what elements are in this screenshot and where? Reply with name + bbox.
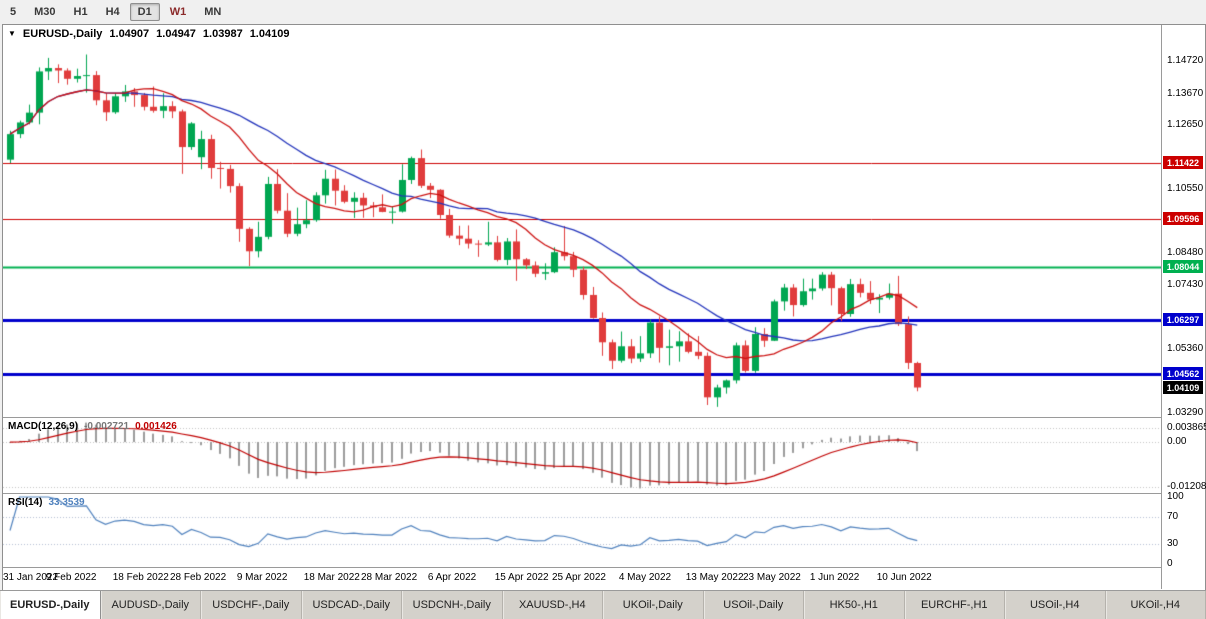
date-tick-label: 28 Mar 2022 [361, 572, 417, 583]
macd-axis-label: 0.003865 [1167, 422, 1206, 433]
symbol-tab-usoil-daily[interactable]: USOil-,Daily [704, 591, 805, 619]
price-axis[interactable]: 1.14720 1.13670 1.12650 1.10550 1.08480 1.074… [1161, 25, 1204, 589]
rsi-axis-label: 30 [1167, 538, 1178, 549]
symbol-tab-ukoil-daily[interactable]: UKOil-,Daily [603, 591, 704, 619]
price-tick-label: 1.08480 [1167, 247, 1203, 258]
rsi-axis-label: 70 [1167, 511, 1178, 522]
rsi-value: 33.3539 [48, 497, 84, 508]
date-tick-label: 13 May 2022 [686, 572, 744, 583]
chart-title: ▼ EURUSD-,Daily 1.04907 1.04947 1.03987 … [8, 28, 289, 40]
timeframe-button-m30[interactable]: M30 [26, 3, 63, 21]
timeframe-button-d1[interactable]: D1 [130, 3, 160, 21]
macd-axis-label: 0.00 [1167, 436, 1186, 447]
timeframe-button-h1[interactable]: H1 [66, 3, 96, 21]
date-tick-label: 6 Apr 2022 [428, 572, 476, 583]
symbol-tab-eurusd-daily[interactable]: EURUSD-,Daily [0, 591, 101, 619]
current-price-badge: 1.04109 [1163, 381, 1203, 394]
macd-label: MACD(12,26,9) -0.002721 0.001426 [8, 421, 177, 432]
symbol-tab-hk50-h1[interactable]: HK50-,H1 [804, 591, 905, 619]
date-tick-label: 18 Mar 2022 [304, 572, 360, 583]
symbol-tab-usdcad-daily[interactable]: USDCAD-,Daily [302, 591, 403, 619]
ohlc-high: 1.04947 [156, 28, 196, 40]
rsi-canvas[interactable] [3, 494, 1161, 567]
date-tick-label: 28 Feb 2022 [170, 572, 226, 583]
timeframe-button-5[interactable]: 5 [2, 3, 24, 21]
price-tick-label: 1.07430 [1167, 279, 1203, 290]
chart-menu-icon[interactable]: ▼ [8, 30, 16, 38]
rsi-axis-label: 0 [1167, 558, 1173, 569]
price-tick-label: 1.13670 [1167, 88, 1203, 99]
ohlc-open: 1.04907 [109, 28, 149, 40]
rsi-label: RSI(14) 33.3539 [8, 497, 85, 508]
timeframe-button-h4[interactable]: H4 [98, 3, 128, 21]
price-level-badge: 1.06297 [1163, 313, 1203, 326]
date-tick-label: 25 Apr 2022 [552, 572, 606, 583]
symbol-tab-usdchf-daily[interactable]: USDCHF-,Daily [201, 591, 302, 619]
price-tick-label: 1.12650 [1167, 119, 1203, 130]
chart-symbol-period: EURUSD-,Daily [23, 28, 102, 40]
symbol-tab-usdcnh-daily[interactable]: USDCNH-,Daily [402, 591, 503, 619]
price-level-badge: 1.09596 [1163, 212, 1203, 225]
date-tick-label: 23 May 2022 [743, 572, 801, 583]
main-chart-canvas[interactable] [3, 25, 1161, 417]
date-tick-label: 10 Jun 2022 [877, 572, 932, 583]
symbol-tab-eurchf-h1[interactable]: EURCHF-,H1 [905, 591, 1006, 619]
rsi-axis-label: 100 [1167, 491, 1184, 502]
rsi-name: RSI(14) [8, 497, 42, 508]
price-level-badge: 1.11422 [1163, 156, 1203, 169]
timeframe-button-mn[interactable]: MN [196, 3, 229, 21]
date-tick-label: 9 Feb 2022 [46, 572, 97, 583]
symbol-tab-audusd-daily[interactable]: AUDUSD-,Daily [101, 591, 202, 619]
date-tick-label: 1 Jun 2022 [810, 572, 860, 583]
ohlc-low: 1.03987 [203, 28, 243, 40]
date-tick-label: 15 Apr 2022 [495, 572, 549, 583]
price-level-badge: 1.04562 [1163, 367, 1203, 380]
symbol-tab-usoil-h4[interactable]: USOil-,H4 [1005, 591, 1106, 619]
macd-main-value: -0.002721 [84, 421, 129, 432]
symbol-tab-ukoil-h4[interactable]: UKOil-,H4 [1106, 591, 1206, 619]
price-tick-label: 1.14720 [1167, 55, 1203, 66]
price-level-badge: 1.08044 [1163, 260, 1203, 273]
date-tick-label: 18 Feb 2022 [113, 572, 169, 583]
price-tick-label: 1.10550 [1167, 183, 1203, 194]
price-tick-label: 1.05360 [1167, 343, 1203, 354]
price-tick-label: 1.03290 [1167, 407, 1203, 418]
macd-name: MACD(12,26,9) [8, 421, 78, 432]
macd-signal-value: 0.001426 [135, 421, 177, 432]
ohlc-close: 1.04109 [250, 28, 290, 40]
date-tick-label: 9 Mar 2022 [237, 572, 288, 583]
date-tick-label: 4 May 2022 [619, 572, 671, 583]
symbol-tab-xauusd-h4[interactable]: XAUUSD-,H4 [503, 591, 604, 619]
timeframe-button-w1[interactable]: W1 [162, 3, 195, 21]
